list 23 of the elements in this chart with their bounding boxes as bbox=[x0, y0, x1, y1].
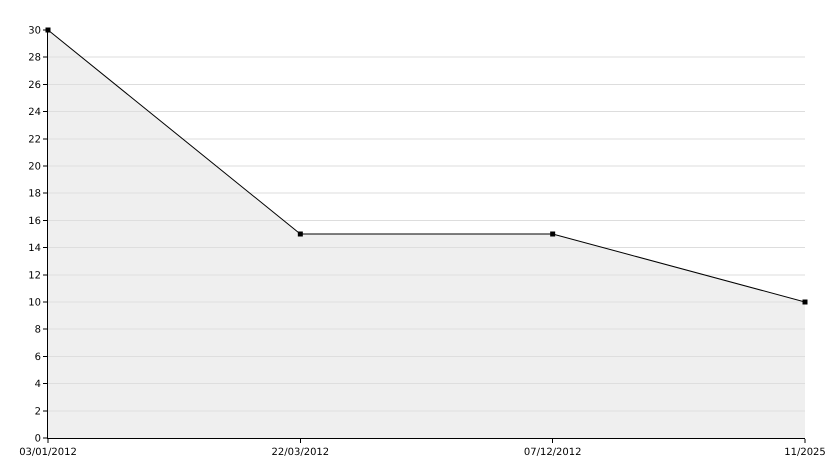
y-tick-label: 30 bbox=[28, 26, 41, 36]
y-tick-label: 10 bbox=[28, 298, 41, 308]
x-tick-label: 22/03/2012 bbox=[272, 447, 330, 458]
y-tick-label: 16 bbox=[28, 216, 41, 227]
x-tick-label: 07/12/2012 bbox=[524, 447, 582, 458]
y-tick-label: 14 bbox=[28, 243, 41, 254]
x-tick-label: 03/01/2012 bbox=[19, 447, 77, 458]
y-tick-label: 18 bbox=[28, 188, 41, 200]
y-tick-label: 26 bbox=[28, 80, 41, 91]
y-tick-label: 22 bbox=[28, 134, 41, 146]
y-tick-label: 12 bbox=[28, 270, 41, 282]
y-tick-label: 24 bbox=[28, 107, 41, 118]
y-tick-label: 28 bbox=[28, 52, 41, 64]
point bbox=[550, 232, 556, 236]
y-tick-label: 4 bbox=[34, 379, 41, 390]
point bbox=[298, 232, 303, 236]
y-tick-label: 8 bbox=[34, 324, 41, 336]
y-tick-label: 6 bbox=[34, 352, 41, 363]
y-tick-label: 20 bbox=[28, 162, 41, 172]
x-tick-label: 11/2025 bbox=[784, 447, 826, 458]
y-tick-label: 0 bbox=[34, 434, 41, 444]
point bbox=[802, 300, 808, 304]
y-tick-label: 2 bbox=[34, 406, 41, 418]
